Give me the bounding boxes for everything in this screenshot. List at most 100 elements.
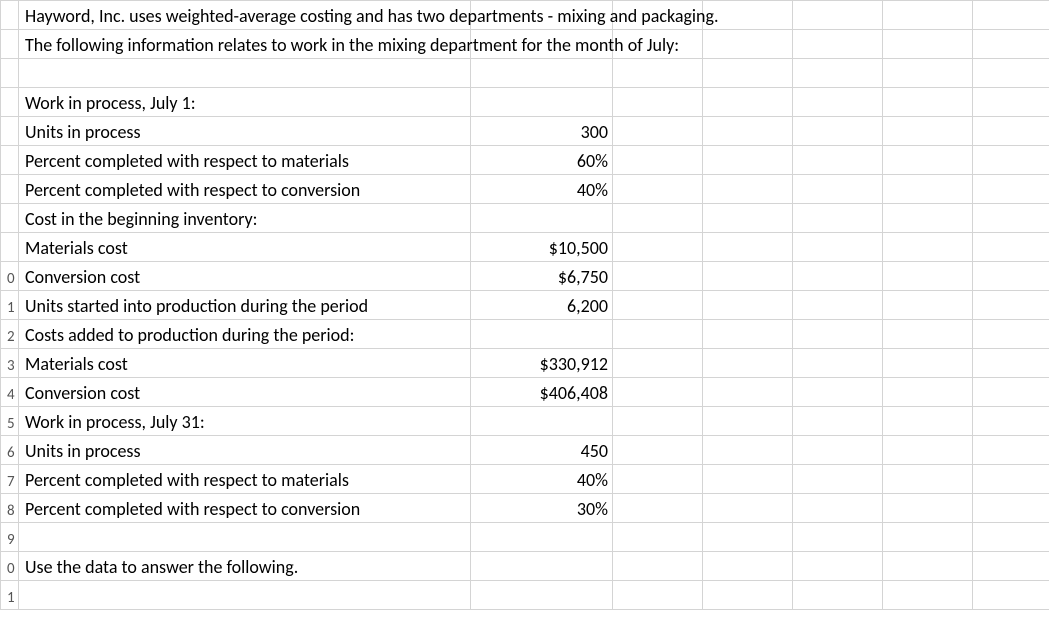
units-started-label[interactable]: Units started into production during the… xyxy=(19,291,471,320)
cell[interactable] xyxy=(613,88,703,117)
cell[interactable] xyxy=(471,204,613,233)
cell[interactable] xyxy=(471,552,613,581)
cell[interactable] xyxy=(973,581,1049,610)
cell[interactable] xyxy=(973,494,1049,523)
cell[interactable] xyxy=(471,30,613,59)
cell[interactable] xyxy=(793,523,883,552)
cell[interactable] xyxy=(973,465,1049,494)
row-header[interactable]: 1 xyxy=(1,581,19,610)
cell[interactable] xyxy=(613,378,703,407)
cell[interactable] xyxy=(973,175,1049,204)
cell[interactable] xyxy=(793,204,883,233)
cell[interactable] xyxy=(973,117,1049,146)
cell[interactable] xyxy=(973,59,1049,88)
cell[interactable] xyxy=(613,465,703,494)
row-header[interactable]: 4 xyxy=(1,378,19,407)
row-header[interactable] xyxy=(1,175,19,204)
row-header[interactable]: 0 xyxy=(1,552,19,581)
cell[interactable] xyxy=(703,1,793,30)
cell[interactable] xyxy=(703,523,793,552)
cell[interactable] xyxy=(613,320,703,349)
pct-materials-end-label[interactable]: Percent completed with respect to materi… xyxy=(19,465,471,494)
cell[interactable] xyxy=(703,552,793,581)
cell[interactable] xyxy=(471,523,613,552)
cell[interactable] xyxy=(793,30,883,59)
cell[interactable] xyxy=(613,523,703,552)
cell[interactable] xyxy=(973,378,1049,407)
cell[interactable] xyxy=(703,88,793,117)
cell[interactable] xyxy=(883,59,973,88)
cell[interactable] xyxy=(883,175,973,204)
cell[interactable] xyxy=(973,523,1049,552)
units-in-process-label[interactable]: Units in process xyxy=(19,117,471,146)
row-header[interactable]: 2 xyxy=(1,320,19,349)
intro-line-1[interactable]: Hayword, Inc. uses weighted-average cost… xyxy=(19,1,471,30)
cell[interactable] xyxy=(973,320,1049,349)
cell[interactable] xyxy=(703,378,793,407)
cell[interactable] xyxy=(471,88,613,117)
pct-conversion-end-label[interactable]: Percent completed with respect to conver… xyxy=(19,494,471,523)
pct-conversion-begin-label[interactable]: Percent completed with respect to conver… xyxy=(19,175,471,204)
cell[interactable] xyxy=(613,117,703,146)
conversion-cost-added-label[interactable]: Conversion cost xyxy=(19,378,471,407)
cell[interactable] xyxy=(973,88,1049,117)
cell[interactable] xyxy=(19,59,471,88)
pct-materials-begin-label[interactable]: Percent completed with respect to materi… xyxy=(19,146,471,175)
materials-cost-begin-value[interactable]: $10,500 xyxy=(471,233,613,262)
cell[interactable] xyxy=(793,581,883,610)
cell[interactable] xyxy=(793,59,883,88)
cell[interactable] xyxy=(883,378,973,407)
conversion-cost-begin-label[interactable]: Conversion cost xyxy=(19,262,471,291)
cell[interactable] xyxy=(613,204,703,233)
cost-begin-header[interactable]: Cost in the beginning inventory: xyxy=(19,204,471,233)
cell[interactable] xyxy=(613,407,703,436)
cell[interactable] xyxy=(613,436,703,465)
row-header[interactable]: 3 xyxy=(1,349,19,378)
cell[interactable] xyxy=(883,581,973,610)
cell[interactable] xyxy=(973,30,1049,59)
cell[interactable] xyxy=(19,523,471,552)
cell[interactable] xyxy=(471,320,613,349)
cell[interactable] xyxy=(883,523,973,552)
cell[interactable] xyxy=(703,262,793,291)
cell[interactable] xyxy=(883,320,973,349)
units-in-process-end-value[interactable]: 450 xyxy=(471,436,613,465)
cell[interactable] xyxy=(793,117,883,146)
cell[interactable] xyxy=(613,59,703,88)
cell[interactable] xyxy=(793,552,883,581)
cell[interactable] xyxy=(973,407,1049,436)
conversion-cost-added-value[interactable]: $406,408 xyxy=(471,378,613,407)
cell[interactable] xyxy=(883,88,973,117)
materials-cost-added-value[interactable]: $330,912 xyxy=(471,349,613,378)
wip-begin-header[interactable]: Work in process, July 1: xyxy=(19,88,471,117)
row-header[interactable] xyxy=(1,204,19,233)
cell[interactable] xyxy=(613,494,703,523)
units-in-process-value[interactable]: 300 xyxy=(471,117,613,146)
cell[interactable] xyxy=(973,204,1049,233)
conversion-cost-begin-value[interactable]: $6,750 xyxy=(471,262,613,291)
cell[interactable] xyxy=(703,407,793,436)
spreadsheet-grid[interactable]: Hayword, Inc. uses weighted-average cost… xyxy=(0,0,1049,610)
row-header[interactable] xyxy=(1,1,19,30)
cell[interactable] xyxy=(883,1,973,30)
units-in-process-end-label[interactable]: Units in process xyxy=(19,436,471,465)
row-header[interactable]: 9 xyxy=(1,523,19,552)
cell[interactable] xyxy=(883,407,973,436)
row-header[interactable] xyxy=(1,146,19,175)
cell[interactable] xyxy=(703,146,793,175)
cell[interactable] xyxy=(613,581,703,610)
cell[interactable] xyxy=(703,581,793,610)
row-header[interactable]: 0 xyxy=(1,262,19,291)
cell[interactable] xyxy=(471,407,613,436)
cell[interactable] xyxy=(613,30,703,59)
cell[interactable] xyxy=(793,146,883,175)
cell[interactable] xyxy=(703,30,793,59)
cell[interactable] xyxy=(883,349,973,378)
cell[interactable] xyxy=(613,291,703,320)
cell[interactable] xyxy=(883,552,973,581)
materials-cost-begin-label[interactable]: Materials cost xyxy=(19,233,471,262)
cell[interactable] xyxy=(19,581,471,610)
units-started-value[interactable]: 6,200 xyxy=(471,291,613,320)
row-header[interactable] xyxy=(1,233,19,262)
cell[interactable] xyxy=(703,494,793,523)
